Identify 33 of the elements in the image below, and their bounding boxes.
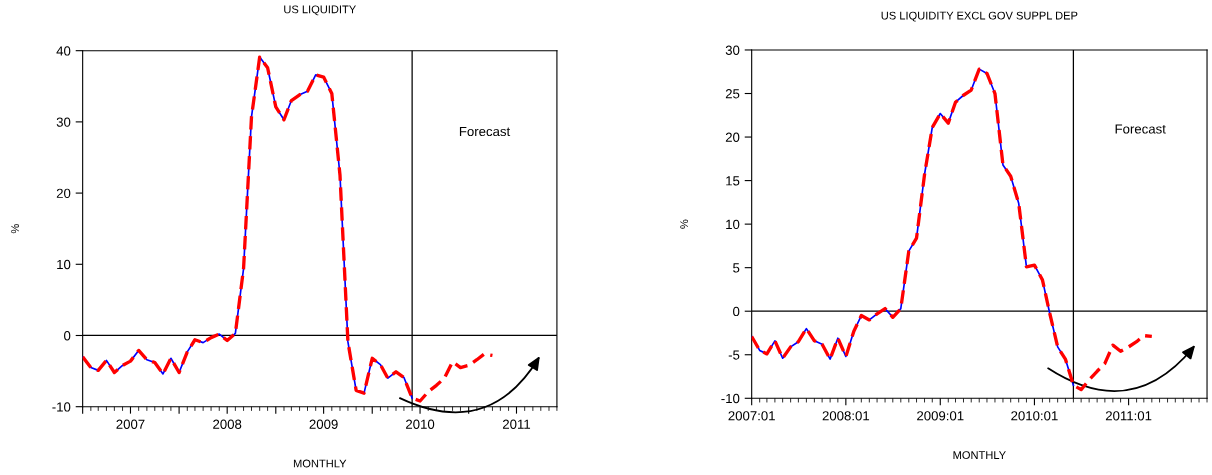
x-tick-label: 2009	[309, 419, 338, 429]
y-tick-label: 30	[56, 117, 71, 127]
y-tick-label: 30	[725, 45, 740, 55]
x-tick-label: 2010:01	[1011, 411, 1058, 421]
x-tick-label: 2007:01	[728, 411, 775, 421]
y-tick-label: 15	[726, 176, 740, 186]
x-axis-title: MONTHLY	[953, 451, 1006, 460]
x-tick-label: 2011	[502, 419, 531, 429]
y-tick-label: 0	[733, 306, 740, 317]
y-axis-title: %	[11, 224, 19, 234]
y-axis-title: %	[680, 219, 689, 229]
y-tick-label: 20	[725, 132, 740, 142]
y-tick-label: 5	[733, 263, 740, 273]
y-tick-label: 10	[726, 219, 740, 230]
y-tick-label: -10	[721, 393, 740, 404]
chart-title: US LIQUIDITY EXCL GOV SUPPL DEP	[881, 11, 1078, 22]
x-tick-label: 2008	[213, 419, 242, 429]
x-tick-label: 2007	[116, 419, 145, 429]
y-tick-label: 40	[56, 46, 71, 56]
ref-line-label: Forecast	[1115, 124, 1166, 134]
y-tick-label: 25	[725, 89, 740, 99]
x-tick-label: 2008:01	[822, 411, 870, 421]
y-tick-label: -5	[728, 350, 740, 360]
x-axis-title: MONTHLY	[293, 459, 347, 468]
chart-title: US LIQUIDITY	[284, 5, 356, 16]
ref-line-label: Forecast	[459, 126, 511, 137]
x-tick-label: 2010	[406, 419, 435, 429]
y-tick-label: 0	[64, 331, 71, 341]
y-tick-label: 10	[57, 259, 71, 270]
y-tick-label: 20	[56, 188, 71, 198]
x-tick-label: 2009:01	[917, 411, 964, 421]
x-tick-label: 2011:01	[1105, 411, 1152, 421]
y-tick-label: -10	[52, 402, 71, 412]
